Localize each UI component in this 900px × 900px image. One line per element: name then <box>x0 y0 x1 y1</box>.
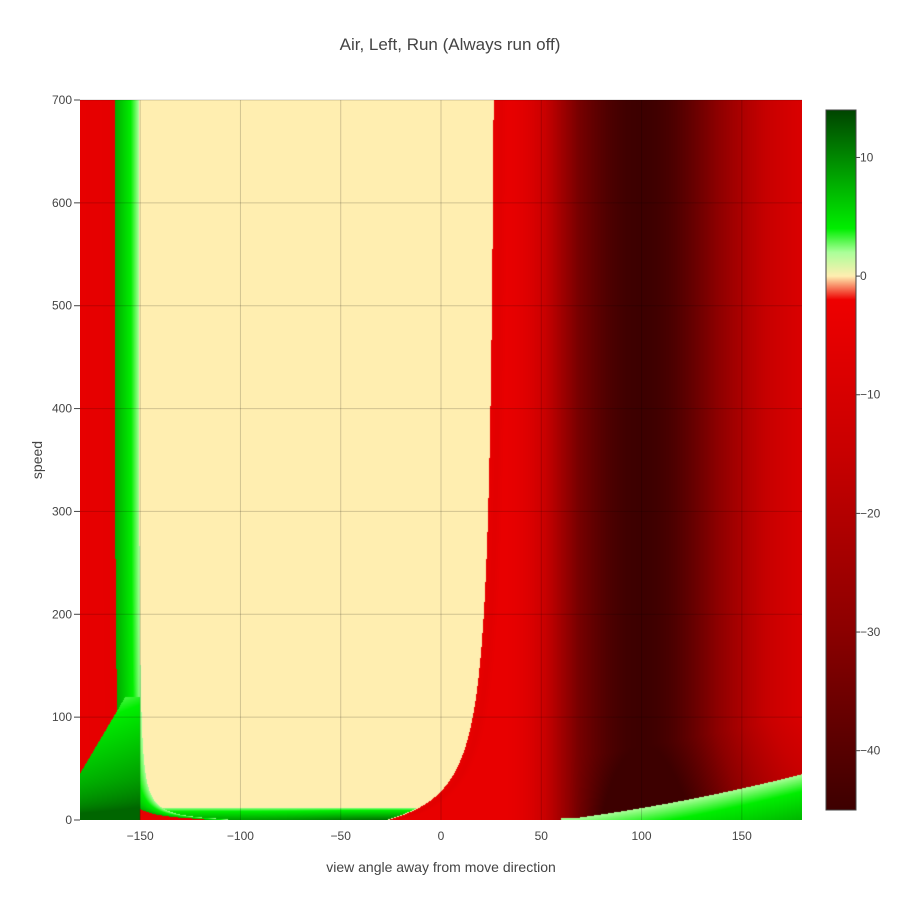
x-tick-label: −150 <box>127 829 154 843</box>
x-tick-label: 0 <box>438 829 445 843</box>
y-axis-ticks: 0 100 200 300 400 500 600 700 <box>52 93 80 827</box>
heatmap-canvas <box>80 100 802 820</box>
colorbar-tick-label: −20 <box>860 506 881 520</box>
colorbar-ticks: 10 0 −10 −20 −30 −40 <box>856 150 881 758</box>
colorbar-gradient <box>825 109 857 811</box>
x-axis-ticks: −150 −100 −50 0 50 100 150 <box>127 829 753 843</box>
heatmap-surface <box>80 100 802 820</box>
colorbar-tick-label: −10 <box>860 388 881 402</box>
x-tick-label: 150 <box>732 829 752 843</box>
x-tick-label: −100 <box>227 829 254 843</box>
y-tick-label: 700 <box>52 93 72 107</box>
colorbar-tick-label: −30 <box>860 625 881 639</box>
plot-area <box>80 99 802 820</box>
x-tick-label: 100 <box>632 829 652 843</box>
gridlines <box>80 99 802 820</box>
y-tick-label: 600 <box>52 196 72 210</box>
y-tick-label: 200 <box>52 607 72 621</box>
colorbar-tick-label: 10 <box>860 150 874 164</box>
x-axis-title: view angle away from move direction <box>326 859 556 875</box>
y-tick-label: 300 <box>52 504 72 518</box>
x-tick-label: 50 <box>535 829 549 843</box>
colorbar-tick-label: −40 <box>860 744 881 758</box>
colorbar: 10 0 −10 −20 −30 −40 <box>825 109 881 811</box>
y-tick-label: 100 <box>52 710 72 724</box>
y-tick-label: 500 <box>52 299 72 313</box>
chart-title: Air, Left, Run (Always run off) <box>340 35 561 54</box>
y-tick-label: 400 <box>52 402 72 416</box>
y-tick-label: 0 <box>65 813 72 827</box>
y-axis-title: speed <box>29 441 45 479</box>
colorbar-tick-label: 0 <box>860 269 867 283</box>
x-tick-label: −50 <box>331 829 352 843</box>
